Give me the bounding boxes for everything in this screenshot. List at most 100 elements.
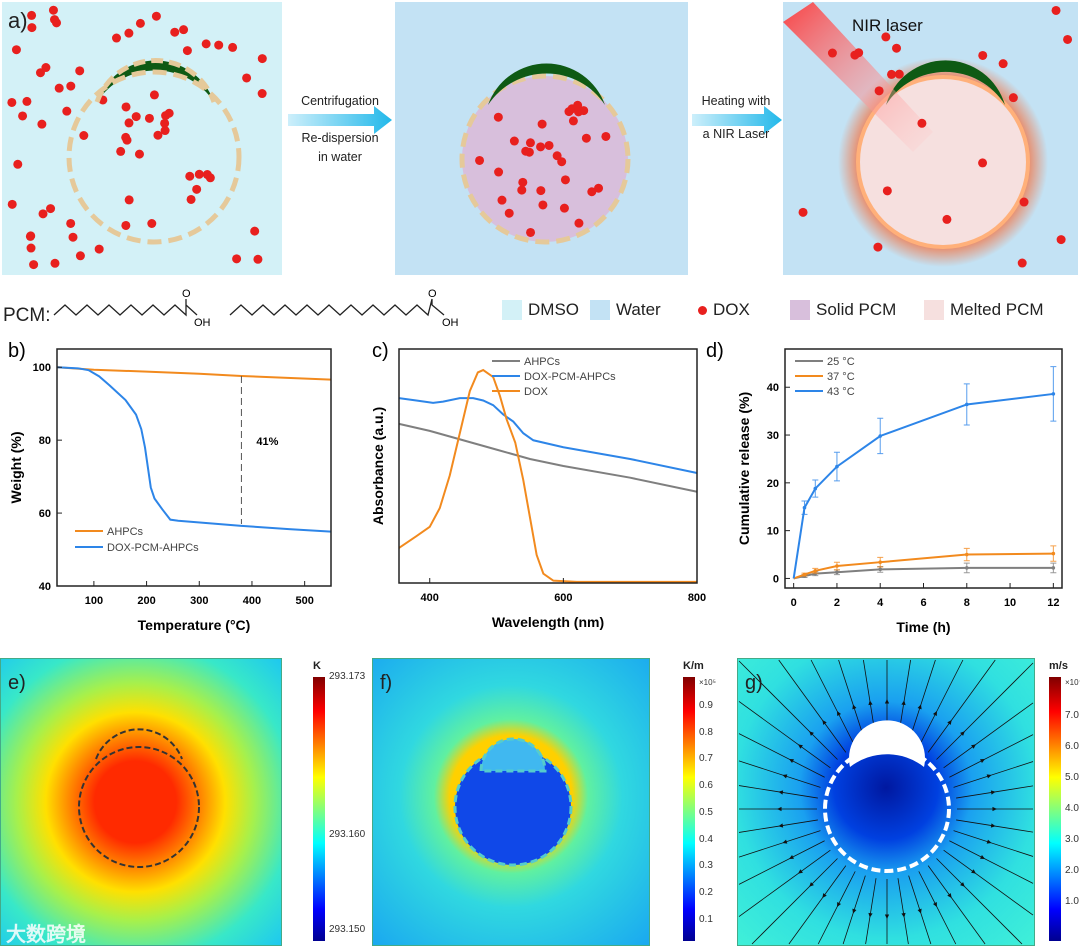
- dox-dot: [11, 45, 21, 55]
- dox-dot: [568, 116, 578, 126]
- chart-0: b) 100 200 300 400 500 40 60 80 100 Temperature (°…: [8, 340, 332, 633]
- legend-label: Melted PCM: [950, 300, 1044, 319]
- dox-dot: [160, 126, 170, 136]
- x-tick-label: 100: [85, 595, 103, 607]
- streamline: [738, 733, 825, 778]
- streamline: [918, 871, 957, 945]
- dox-dot: [185, 171, 195, 181]
- colorbar-tick: 5.0: [1065, 772, 1079, 783]
- arrow-head: [990, 790, 996, 795]
- dox-dot: [26, 243, 36, 253]
- streamline: [949, 734, 1034, 778]
- x-tick-label: 6: [920, 597, 926, 609]
- dox-dot: [581, 133, 591, 143]
- data-point: [813, 568, 818, 573]
- arrow1-line1: Centrifugation: [301, 94, 379, 108]
- streamline: [936, 858, 1023, 945]
- data-point: [1051, 392, 1056, 396]
- arrow-head: [798, 744, 803, 749]
- pcm-label: PCM:: [3, 305, 51, 326]
- arrow1-line3: in water: [318, 150, 362, 164]
- arrow-head: [884, 914, 890, 919]
- arrow-head: [947, 893, 952, 898]
- colorbar-tick: 0.1: [699, 913, 713, 925]
- data-point: [964, 566, 969, 570]
- arrow-head: [782, 774, 788, 779]
- legend-item: Solid PCM: [790, 300, 896, 320]
- particle-outline: [823, 745, 951, 873]
- colorbar-tick: 0.6: [699, 780, 713, 792]
- panel-label: g): [745, 672, 763, 694]
- dox-dot: [192, 184, 202, 194]
- plot-frame: [784, 348, 1063, 589]
- dox-dot: [135, 18, 145, 28]
- sim-panel-e: [0, 658, 282, 946]
- arrow-head: [932, 710, 937, 716]
- dox-dot: [494, 167, 504, 177]
- colorbar-tick: 2.0: [1065, 865, 1079, 876]
- legend-swatch: [590, 300, 610, 320]
- scheme-water-drawing: [459, 63, 631, 245]
- arrow-head: [992, 806, 997, 812]
- dox-dot: [978, 50, 988, 60]
- dox-dot: [536, 186, 546, 196]
- colorbar-tick: 293.150: [329, 924, 366, 935]
- dox-dot: [874, 86, 884, 96]
- streamline: [918, 659, 964, 747]
- dox-dot: [517, 185, 527, 195]
- colorbar-tick: 0.5: [699, 806, 713, 818]
- velocity-streamlines: [738, 659, 1034, 945]
- data-point: [802, 505, 807, 510]
- dox-dot: [48, 5, 58, 15]
- arrow-right-icon: [288, 106, 392, 134]
- y-tick-label: 40: [39, 581, 51, 593]
- plot-frame: [398, 348, 698, 584]
- legend-label: 25 °C: [827, 356, 855, 368]
- dox-dot: [526, 227, 536, 237]
- dox-dot: [164, 108, 174, 118]
- x-tick-label: 10: [1004, 597, 1016, 609]
- sim-panel-f: [372, 658, 650, 946]
- y-axis-label: Cumulative release (%): [736, 392, 752, 545]
- dox-dot: [560, 175, 570, 185]
- series-line: [793, 566, 1054, 580]
- dox-dot: [232, 254, 242, 264]
- legend-label: 43 °C: [827, 386, 855, 398]
- colorbar-tick: 293.173: [329, 671, 366, 682]
- legend-label: DOX-PCM-AHPCs: [524, 371, 616, 383]
- dox-dot: [942, 214, 952, 224]
- dox-dot: [504, 208, 514, 218]
- dox-dot: [18, 111, 28, 121]
- dox-dot: [228, 42, 238, 52]
- dox-dot: [121, 132, 131, 142]
- legend-label: DOX-PCM-AHPCs: [107, 542, 199, 554]
- scheme-water-box: [395, 2, 688, 275]
- dox-dot: [182, 46, 192, 56]
- dox-dot: [41, 63, 51, 73]
- dox-dot: [124, 28, 134, 38]
- pcm-shell: [66, 69, 242, 245]
- colorbar-tick: 293.160: [329, 829, 366, 840]
- streamline: [738, 840, 825, 885]
- streamline: [949, 840, 1034, 884]
- arrow-head: [971, 744, 976, 749]
- dox-dot: [134, 149, 144, 159]
- dox-dot: [151, 11, 161, 21]
- dox-dot: [124, 118, 134, 128]
- dox-dot: [131, 112, 141, 122]
- streamline: [953, 830, 1034, 857]
- dox-dot: [892, 43, 902, 53]
- arrow-head: [947, 720, 952, 725]
- dox-dot: [50, 258, 60, 268]
- cap-outline: [849, 720, 925, 767]
- dox-dot: [536, 142, 546, 152]
- panel-label: e): [8, 672, 26, 694]
- dox-dot: [46, 204, 56, 214]
- arrow-head: [971, 869, 976, 874]
- chart-1: c) 400 600 800 Wavelength (nm) Absorbance (a.…: [370, 340, 706, 630]
- arrow2-line2: a NIR Laser: [702, 127, 770, 141]
- dox-dot: [873, 242, 883, 252]
- dox-dot: [7, 97, 17, 107]
- dox-dot: [559, 203, 569, 213]
- arrow1-line2: Re-dispersion: [301, 131, 379, 145]
